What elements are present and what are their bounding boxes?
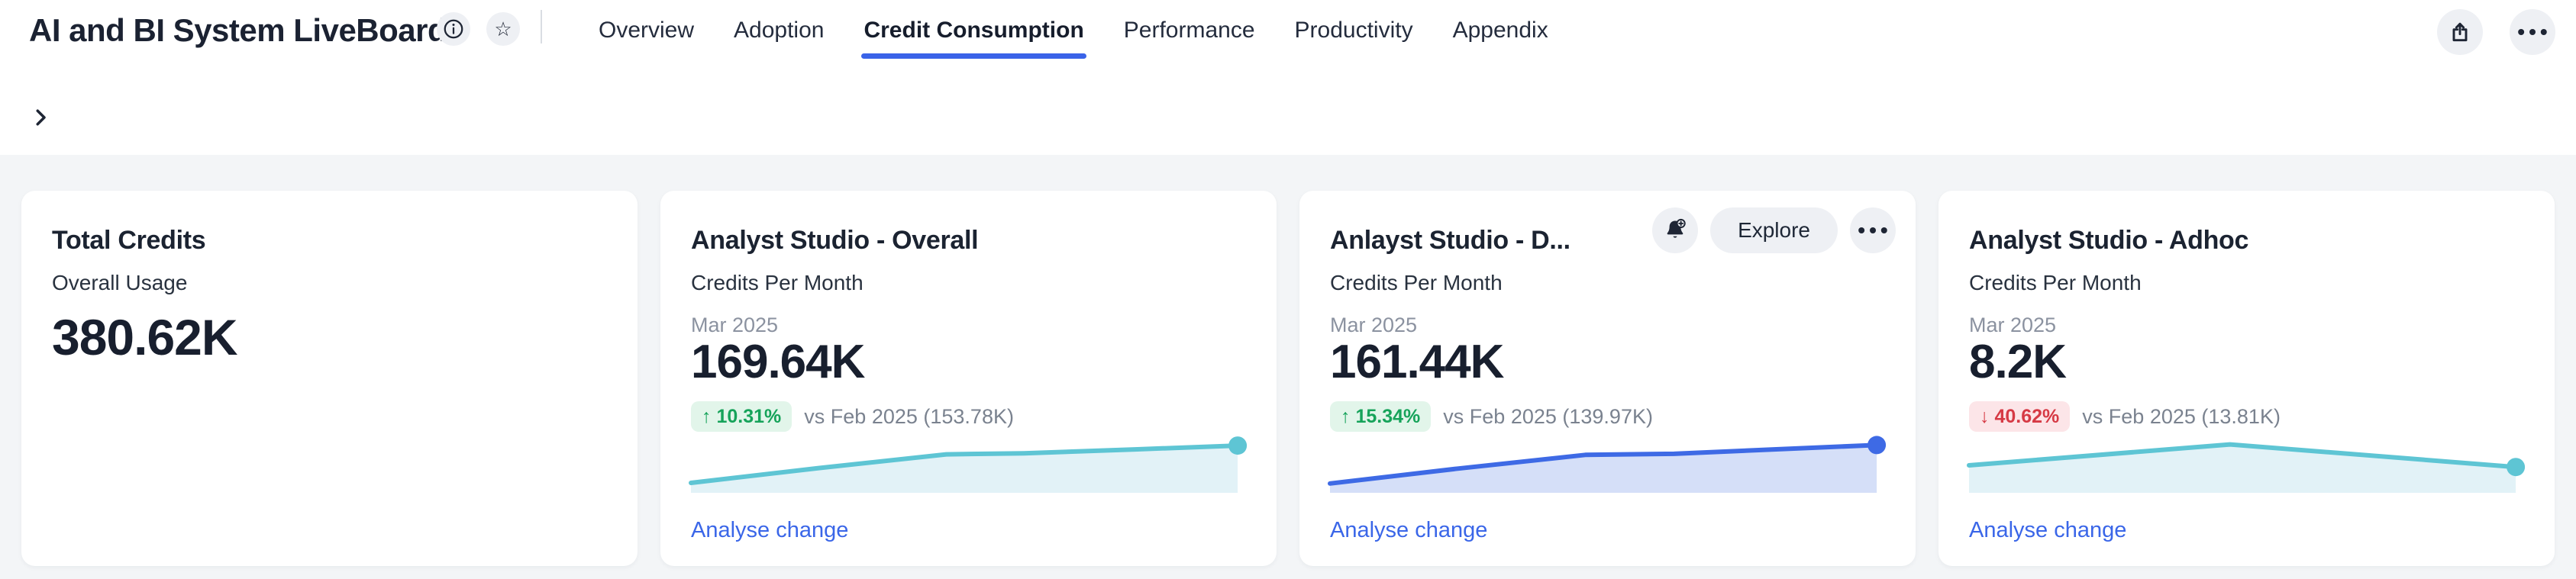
analyse-change-link[interactable]: Analyse change	[1969, 518, 2127, 542]
explore-button[interactable]: Explore	[1710, 207, 1838, 253]
kpi-value: 161.44K	[1330, 336, 1504, 388]
header-divider	[541, 10, 542, 43]
share-icon	[2448, 20, 2472, 44]
card-subtitle: Overall Usage	[52, 271, 188, 294]
info-icon	[442, 18, 465, 40]
change-badge: ↑ 15.34%	[1330, 401, 1432, 432]
kpi-card-analyst-studio-adhoc: Analyst Studio - Adhoc Credits Per Month…	[1938, 191, 2555, 566]
card-title: Analyst Studio - Adhoc	[1969, 226, 2249, 255]
card-subtitle: Credits Per Month	[1969, 271, 2142, 294]
card-title: Total Credits	[52, 226, 206, 255]
kpi-card-analyst-studio-d: Anlayst Studio - D... Explore •••	[1299, 191, 1916, 566]
page-title: AI and BI System LiveBoard	[29, 12, 447, 48]
info-button[interactable]	[437, 12, 470, 46]
change-row: ↑ 15.34% vs Feb 2025 (139.97K)	[1330, 401, 1653, 432]
kpi-value: 8.2K	[1969, 336, 2067, 388]
kpi-value: 169.64K	[691, 336, 865, 388]
card-subtitle: Credits Per Month	[1330, 271, 1503, 294]
tab-adoption[interactable]: Adoption	[734, 18, 825, 43]
up-arrow-icon: ↑	[1341, 406, 1351, 427]
chevron-right-icon	[29, 106, 52, 129]
comparison-text: vs Feb 2025 (13.81K)	[2082, 404, 2281, 428]
kpi-card-grid: Total Credits Overall Usage 380.62K Anal…	[21, 191, 2555, 566]
bell-plus-icon	[1662, 217, 1688, 243]
alert-button[interactable]	[1652, 207, 1699, 253]
share-button[interactable]	[2437, 9, 2483, 55]
kpi-value: 380.62K	[52, 309, 238, 365]
up-arrow-icon: ↑	[702, 406, 712, 427]
tab-appendix[interactable]: Appendix	[1452, 18, 1548, 43]
comparison-text: vs Feb 2025 (139.97K)	[1443, 404, 1653, 428]
change-badge: ↓ 40.62%	[1969, 401, 2071, 432]
sparkline-chart	[1328, 436, 1887, 493]
star-icon: ☆	[494, 18, 512, 40]
card-title: Anlayst Studio - D...	[1330, 226, 1570, 255]
change-percent: 40.62%	[1994, 406, 2060, 427]
analyse-change-link[interactable]: Analyse change	[1330, 518, 1488, 542]
change-badge: ↑ 10.31%	[691, 401, 792, 432]
period-label: Mar 2025	[1969, 314, 2057, 336]
more-icon: •••	[2517, 20, 2552, 43]
tab-productivity[interactable]: Productivity	[1294, 18, 1413, 43]
favorite-button[interactable]: ☆	[486, 12, 520, 46]
change-row: ↓ 40.62% vs Feb 2025 (13.81K)	[1969, 401, 2281, 432]
sparkline-chart	[689, 436, 1248, 493]
period-label: Mar 2025	[691, 314, 779, 336]
tab-performance[interactable]: Performance	[1123, 18, 1255, 43]
more-button[interactable]: •••	[2510, 9, 2555, 55]
sparkline-chart	[1967, 438, 2526, 493]
kpi-card-total-credits: Total Credits Overall Usage 380.62K	[21, 191, 638, 566]
liveboard-canvas: Total Credits Overall Usage 380.62K Anal…	[0, 155, 2576, 579]
more-icon: •••	[1858, 218, 1892, 242]
card-title: Analyst Studio - Overall	[691, 226, 979, 255]
period-label: Mar 2025	[1330, 314, 1418, 336]
tab-overview[interactable]: Overview	[599, 18, 695, 43]
card-hover-toolbar: Explore •••	[1652, 207, 1896, 253]
card-more-button[interactable]: •••	[1850, 207, 1896, 253]
tab-bar: Overview Adoption Credit Consumption Per…	[599, 17, 1548, 59]
expand-filters-button[interactable]	[29, 102, 60, 133]
analyse-change-link[interactable]: Analyse change	[691, 518, 849, 542]
tab-credit-consumption[interactable]: Credit Consumption	[861, 17, 1087, 59]
card-subtitle: Credits Per Month	[691, 271, 864, 294]
kpi-card-analyst-studio-overall: Analyst Studio - Overall Credits Per Mon…	[660, 191, 1277, 566]
liveboard-header: AI and BI System LiveBoard ☆ Overview Ad…	[0, 0, 2576, 155]
change-row: ↑ 10.31% vs Feb 2025 (153.78K)	[691, 401, 1014, 432]
comparison-text: vs Feb 2025 (153.78K)	[804, 404, 1014, 428]
change-percent: 10.31%	[716, 406, 782, 427]
down-arrow-icon: ↓	[1980, 406, 1990, 427]
change-percent: 15.34%	[1355, 406, 1421, 427]
